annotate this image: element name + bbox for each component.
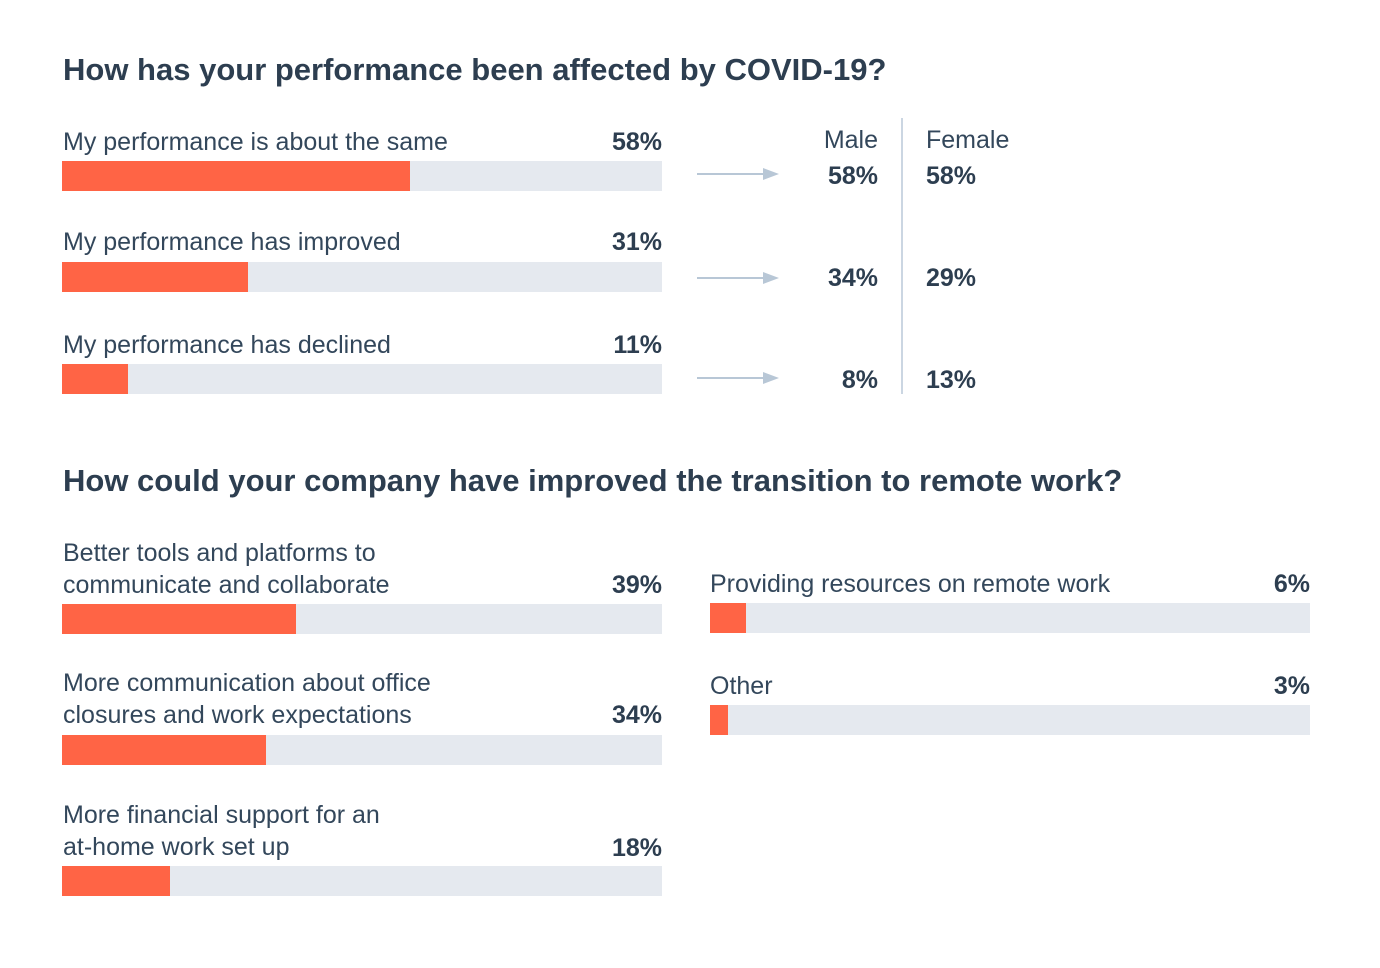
arrow-right-icon bbox=[697, 272, 779, 284]
chart-2-bar bbox=[62, 866, 170, 896]
chart-2-bar bbox=[710, 603, 746, 633]
chart-1-bar-track bbox=[62, 262, 662, 292]
chart-2-value-label: 3% bbox=[1273, 672, 1310, 700]
chart-2-bar-track bbox=[710, 705, 1310, 735]
chart-2-value-label: 39% bbox=[611, 571, 662, 599]
chart-1-bar bbox=[62, 262, 248, 292]
arrow-right-icon bbox=[697, 168, 779, 180]
chart-2-value-label: 6% bbox=[1273, 570, 1310, 598]
chart-2-bar-track bbox=[62, 866, 662, 896]
breakdown-female-value: 58% bbox=[926, 162, 977, 190]
breakdown-male-value: 58% bbox=[827, 162, 878, 190]
breakdown-male-value: 34% bbox=[827, 264, 878, 292]
chart-1-value-label: 58% bbox=[611, 128, 662, 156]
chart-1-bar bbox=[62, 161, 410, 191]
chart-2-bar-track bbox=[710, 603, 1310, 633]
chart-1-value-label: 11% bbox=[613, 331, 662, 359]
chart-1-bar bbox=[62, 364, 128, 394]
breakdown-column-female: Female bbox=[926, 126, 1010, 154]
chart-2-category-label: More financial support for an at-home wo… bbox=[63, 801, 380, 861]
chart-1-category-label: My performance has declined bbox=[63, 331, 391, 359]
chart-2-bar-track bbox=[62, 735, 662, 765]
chart-2-bar bbox=[62, 604, 296, 634]
chart-1-category-label: My performance has improved bbox=[63, 228, 401, 256]
breakdown-column-male: Male bbox=[823, 126, 878, 154]
chart-2-bar-track bbox=[62, 604, 662, 634]
breakdown-male-value: 8% bbox=[841, 366, 878, 394]
chart-2-category-label: Providing resources on remote work bbox=[710, 570, 1111, 598]
chart-1-title: How has your performance been affected b… bbox=[63, 52, 887, 87]
breakdown-female-value: 13% bbox=[926, 366, 977, 394]
chart-2-category-label: Other bbox=[710, 672, 773, 700]
chart-1-bar-track bbox=[62, 161, 662, 191]
chart-1-value-label: 31% bbox=[611, 228, 662, 256]
chart-2-category-label: Better tools and platforms to communicat… bbox=[63, 539, 390, 599]
breakdown-divider bbox=[901, 118, 903, 394]
chart-2-title: How could your company have improved the… bbox=[63, 463, 1123, 498]
chart-1-bar-track bbox=[62, 364, 662, 394]
breakdown-female-value: 29% bbox=[926, 264, 977, 292]
chart-2-bar bbox=[62, 735, 266, 765]
chart-2-value-label: 34% bbox=[611, 701, 662, 729]
chart-2-value-label: 18% bbox=[611, 834, 662, 862]
arrow-right-icon bbox=[697, 372, 779, 384]
chart-2-category-label: More communication about office closures… bbox=[63, 669, 431, 729]
chart-1-category-label: My performance is about the same bbox=[63, 128, 448, 156]
chart-2-bar bbox=[710, 705, 728, 735]
